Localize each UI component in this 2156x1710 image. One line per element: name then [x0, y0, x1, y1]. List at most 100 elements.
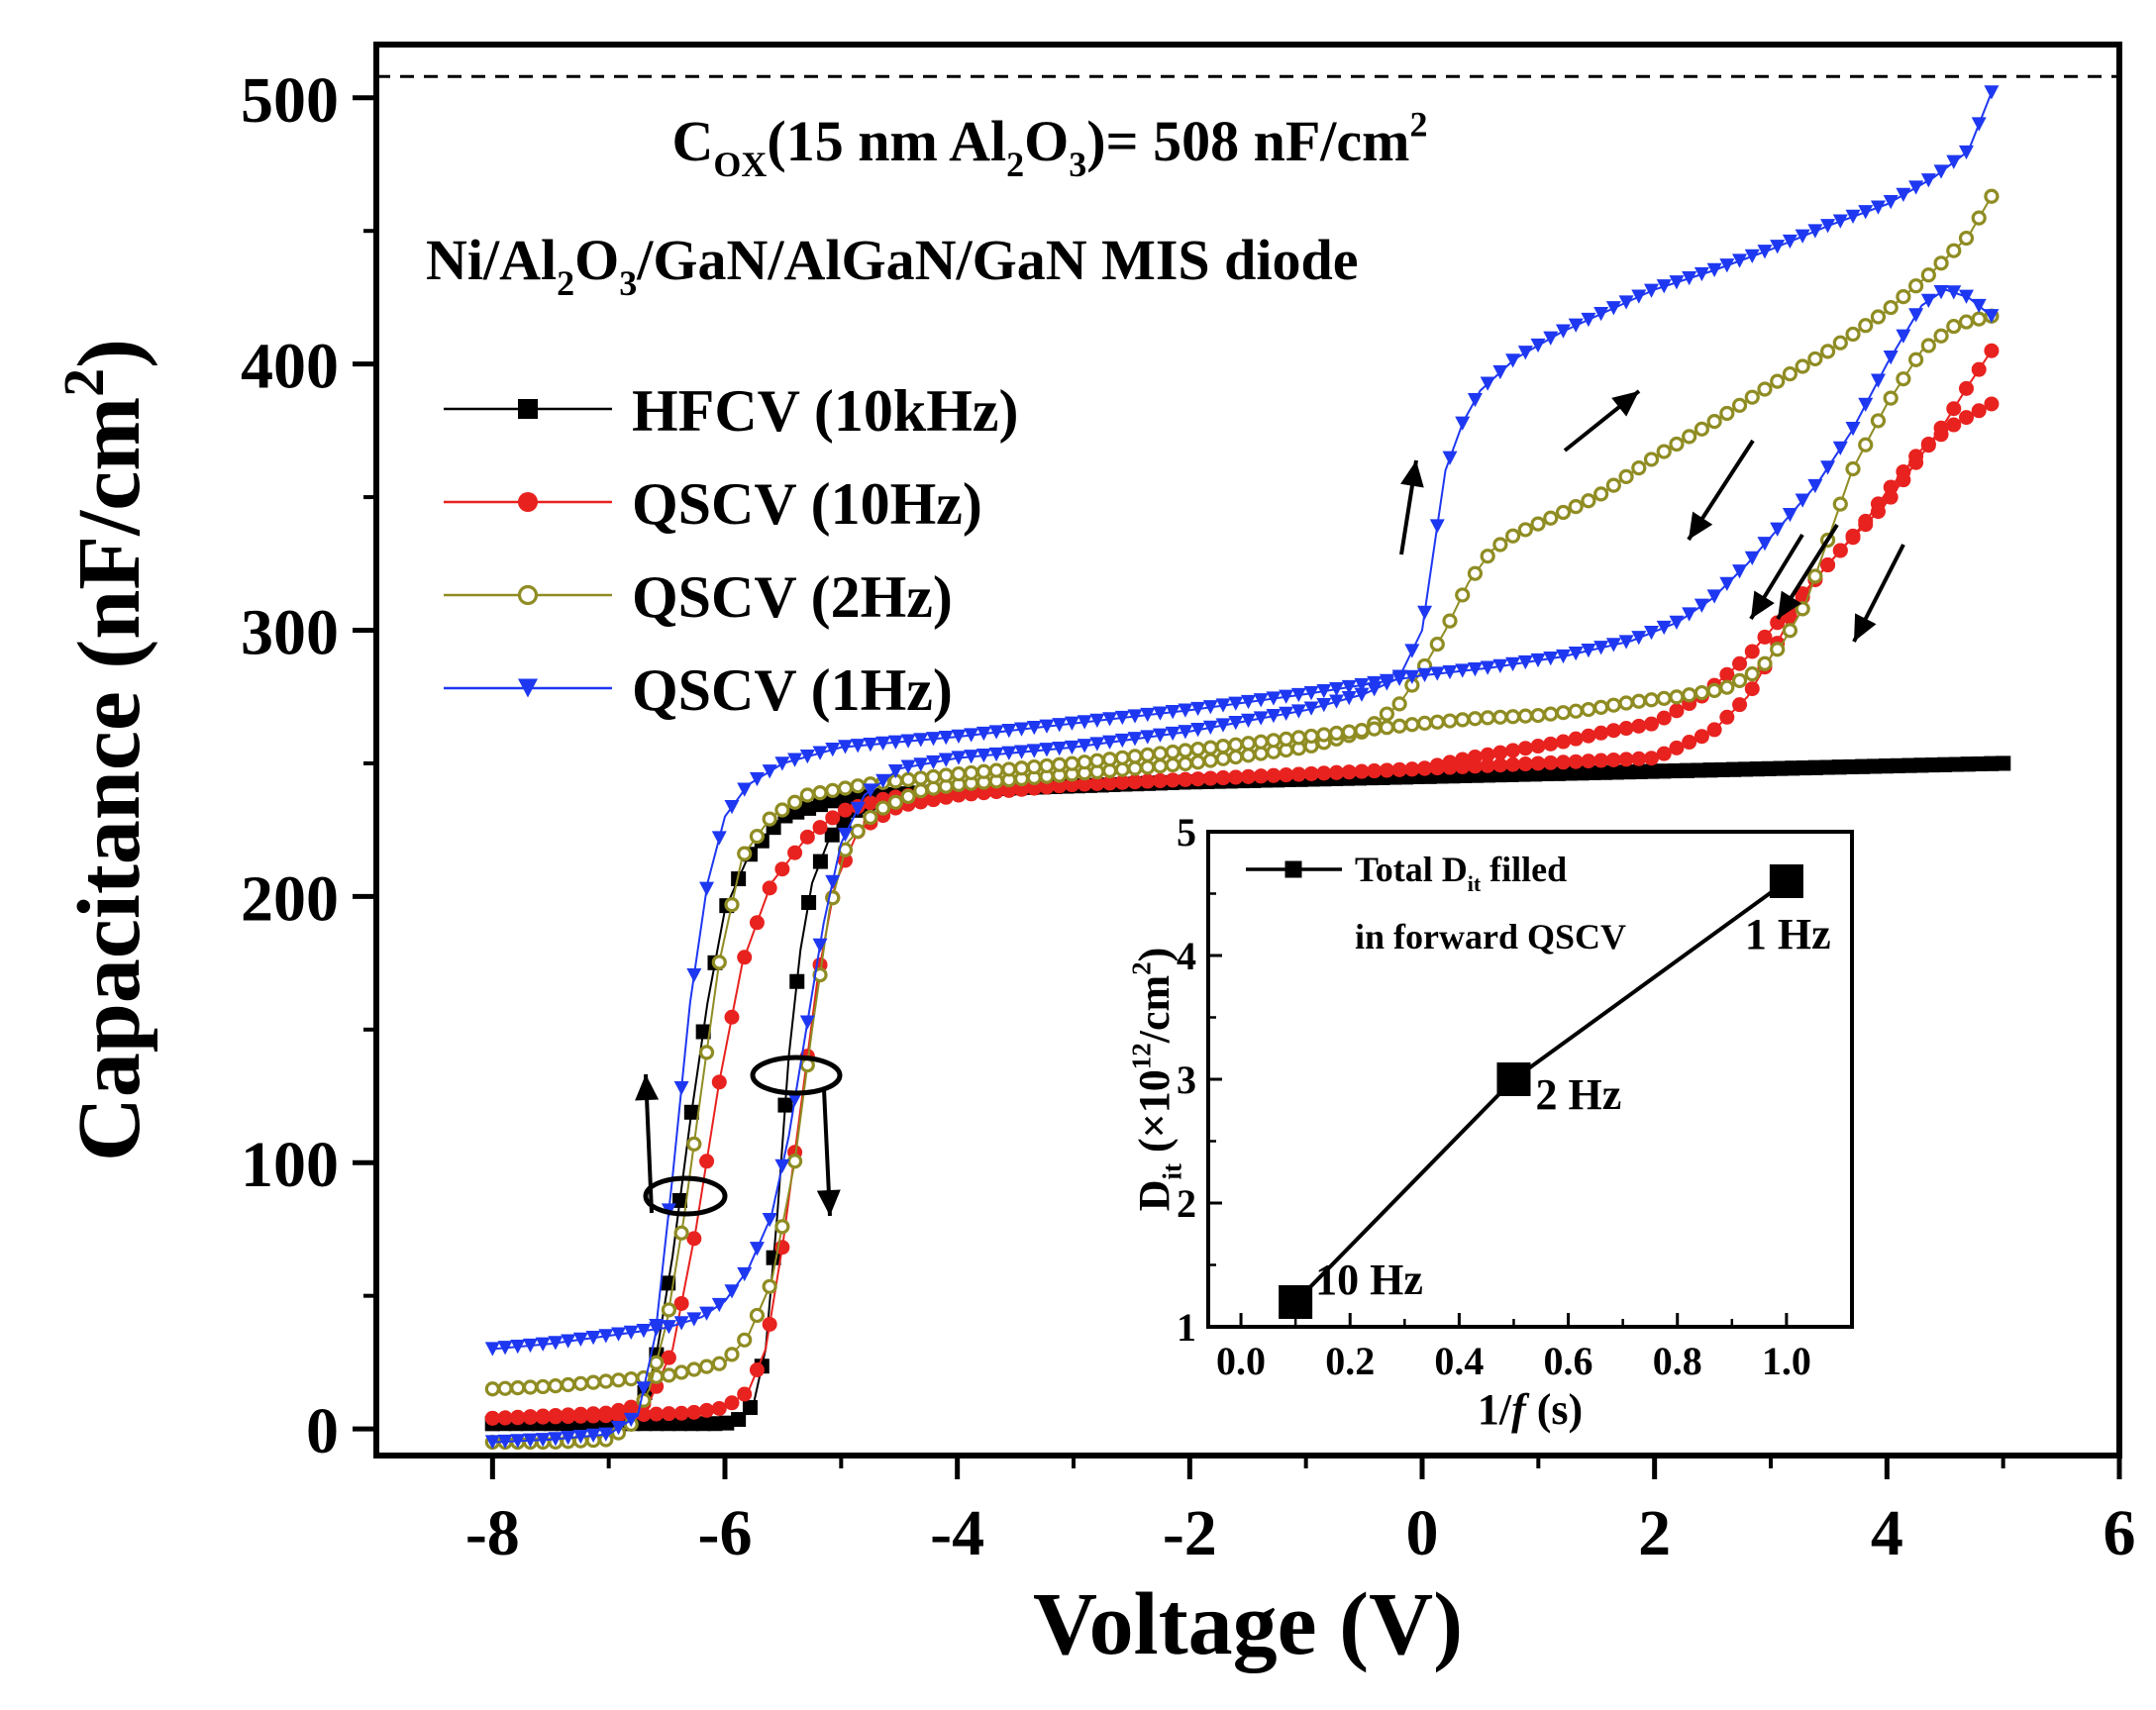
data-point	[1719, 709, 1735, 725]
data-point	[1702, 762, 1718, 778]
data-point	[1492, 757, 1508, 773]
inset-x-axis-title-part: f	[1511, 1385, 1530, 1434]
data-point	[1341, 679, 1357, 695]
data-point	[1052, 741, 1068, 756]
x-axis-title: Voltage (V)	[1033, 1575, 1463, 1673]
y-axis-title-close: )	[60, 339, 158, 368]
data-point	[786, 1154, 803, 1169]
data-point	[636, 1324, 652, 1339]
data-point	[964, 750, 979, 764]
data-point	[1593, 699, 1609, 715]
data-point	[1215, 770, 1231, 786]
data-point	[938, 767, 954, 783]
data-point	[1832, 496, 1848, 512]
data-point	[875, 773, 891, 788]
data-point	[737, 1332, 753, 1348]
data-point	[1555, 705, 1572, 721]
data-point	[812, 797, 828, 813]
data-point	[1202, 700, 1218, 715]
data-point	[1114, 710, 1130, 726]
inset-legend-marker	[1284, 860, 1302, 878]
data-point	[913, 757, 929, 772]
data-point	[1228, 769, 1244, 785]
legend-entry: QSCV (2Hz)	[444, 564, 953, 630]
data-point	[548, 1378, 564, 1394]
data-point	[1593, 306, 1609, 322]
data-point	[1290, 766, 1306, 782]
data-point	[1266, 709, 1282, 724]
device-annotation-part: 3	[619, 263, 637, 303]
data-point	[1455, 663, 1471, 678]
data-point	[661, 1320, 676, 1335]
inset-y-axis-title-part: D	[1130, 1180, 1179, 1212]
data-point	[1517, 741, 1533, 756]
inset-y-axis-title: Dit (×1012/cm2)	[1127, 948, 1187, 1212]
data-point	[749, 1362, 765, 1378]
data-point	[1568, 731, 1584, 747]
x-tick-label: -2	[1163, 1497, 1217, 1569]
data-point	[711, 1074, 727, 1090]
data-point	[522, 1379, 539, 1395]
data-point	[875, 800, 891, 816]
data-point	[1379, 762, 1394, 778]
data-point	[762, 811, 777, 827]
data-point	[1669, 689, 1685, 705]
data-point	[1819, 759, 1835, 775]
data-point	[1669, 740, 1685, 755]
data-point	[1731, 672, 1748, 688]
data-point	[1165, 772, 1181, 788]
data-point	[636, 1381, 652, 1396]
data-point	[926, 754, 942, 770]
data-point	[1266, 691, 1282, 706]
data-point	[1984, 188, 2000, 204]
data-point	[561, 1431, 576, 1446]
inset-data-point	[1496, 1062, 1531, 1096]
data-point	[1014, 745, 1030, 759]
data-point	[1530, 516, 1546, 532]
data-point	[1719, 405, 1735, 422]
data-point	[1417, 667, 1433, 683]
data-point	[1858, 318, 1874, 334]
data-point	[1933, 328, 1949, 344]
data-point	[1550, 765, 1566, 781]
inset-x-tick-label: 0.0	[1216, 1339, 1266, 1383]
data-point	[1679, 762, 1694, 778]
data-point	[1228, 716, 1244, 731]
data-point	[1266, 733, 1282, 749]
data-point	[1770, 373, 1786, 389]
data-point	[1543, 651, 1559, 666]
data-point	[737, 1386, 753, 1402]
direction-arrow-head	[1611, 391, 1639, 417]
data-point	[1367, 763, 1383, 779]
data-point	[1644, 625, 1660, 641]
data-point	[1896, 187, 1911, 202]
data-point	[1064, 716, 1079, 731]
legend-label: QSCV (10Hz)	[632, 471, 982, 537]
data-point	[719, 1415, 735, 1431]
data-point	[737, 950, 753, 965]
data-point	[1190, 701, 1206, 717]
data-point	[1240, 736, 1257, 752]
data-point	[1757, 381, 1773, 397]
data-point	[724, 1009, 740, 1025]
data-point	[1971, 117, 1987, 132]
data-point	[1064, 740, 1079, 755]
direction-arrow	[1563, 389, 1641, 453]
data-point	[1731, 397, 1748, 413]
data-point	[1795, 358, 1810, 374]
data-point	[1925, 757, 1941, 773]
data-point	[1820, 460, 1836, 475]
data-point	[572, 1406, 588, 1422]
data-point	[1341, 691, 1357, 706]
data-point	[1202, 770, 1218, 786]
data-point	[1127, 760, 1143, 776]
data-point	[661, 1406, 676, 1422]
data-point	[1178, 725, 1193, 740]
data-point	[572, 1375, 588, 1391]
data-point	[1455, 587, 1471, 603]
data-point	[1984, 343, 2000, 358]
data-point	[774, 1219, 790, 1235]
data-point	[510, 1409, 526, 1425]
y-tick-label: 300	[241, 597, 339, 669]
